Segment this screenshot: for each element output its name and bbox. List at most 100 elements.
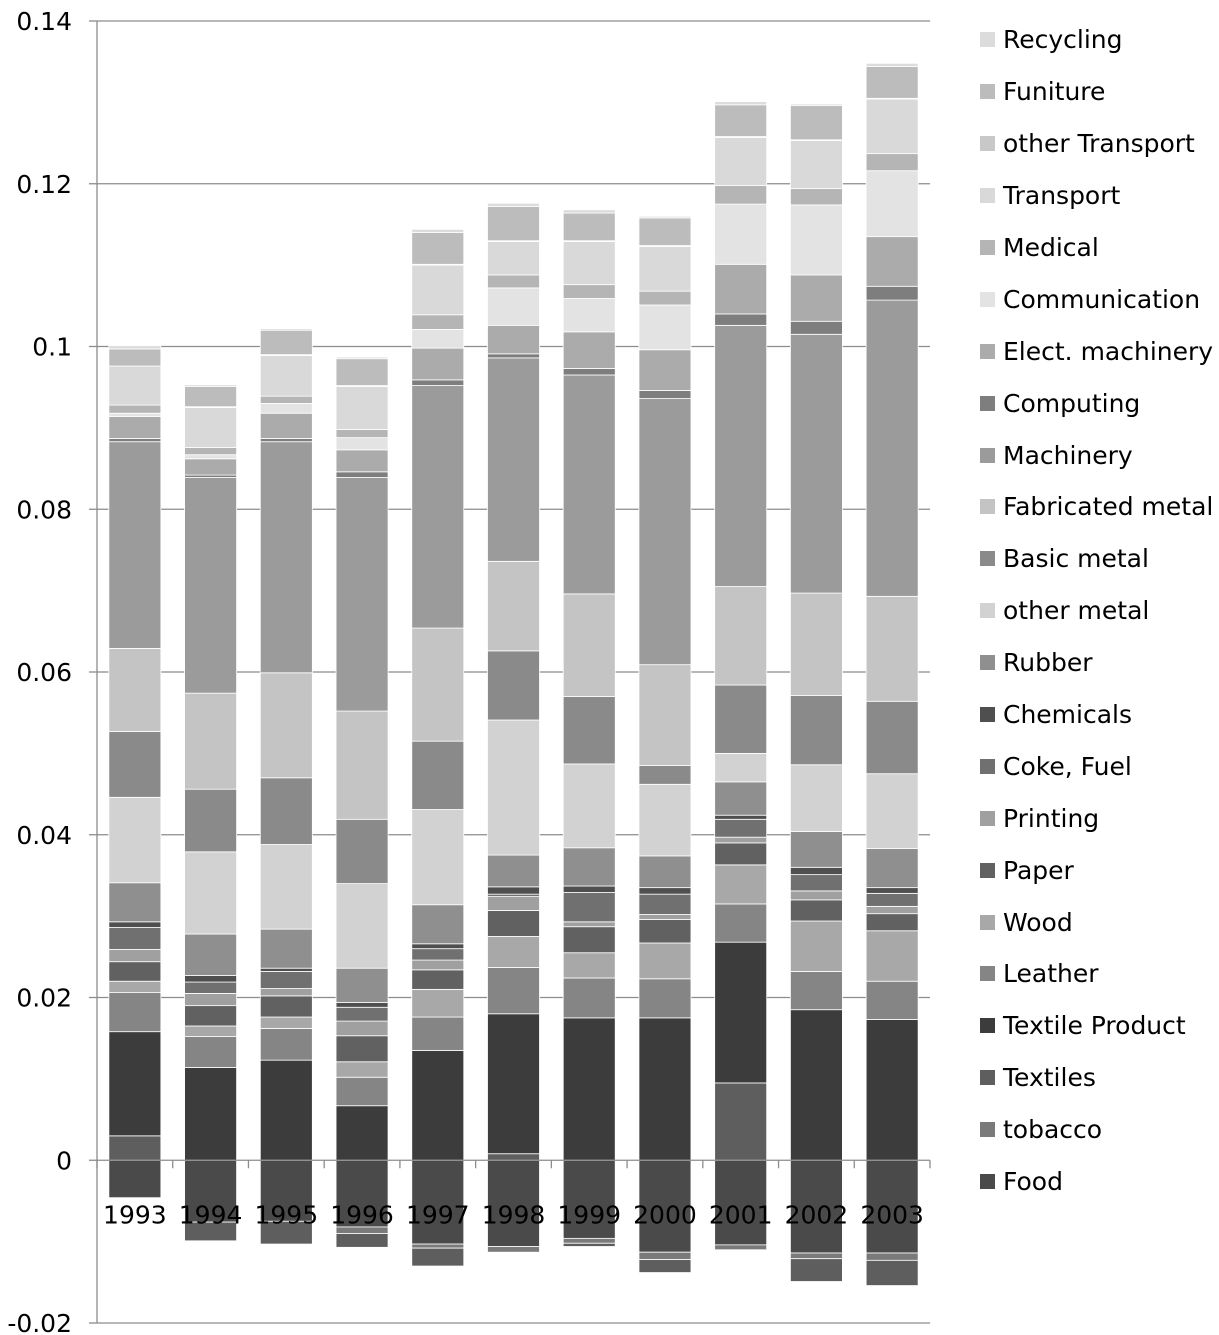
bar-segment-transport-2002 xyxy=(790,140,843,190)
bar-segment-medical-1998 xyxy=(487,274,540,289)
bar-segment-rubber-1999 xyxy=(562,847,616,887)
bar-segment-chemicals-1995 xyxy=(259,967,313,972)
bar-segment-basic-metal-2002 xyxy=(790,695,843,766)
bar-segment-funiture-1999 xyxy=(562,212,616,242)
bar-segment-machinery-1998 xyxy=(487,357,540,562)
bar-segment-wood-1996 xyxy=(335,1061,389,1078)
bar-segment-fabricated-metal-1995 xyxy=(259,672,313,779)
bar-segment-communication-1997 xyxy=(411,329,465,349)
legend-label: Recycling xyxy=(1003,25,1123,55)
legend-item: Printing xyxy=(980,792,1215,844)
bar-segment-coke-fuel-2002 xyxy=(790,874,843,892)
bar-segment-tobacco-1997 xyxy=(411,1243,465,1249)
bar-segment-coke-fuel-1993 xyxy=(108,927,162,950)
bar-segment-printing-2000 xyxy=(638,914,692,920)
bar-segment-textiles-2000 xyxy=(638,1259,692,1273)
legend-swatch xyxy=(980,966,995,982)
bar-segment-medical-1999 xyxy=(562,284,616,299)
bar-segment-rubber-1994 xyxy=(184,933,237,976)
bar-segment-medical-1993 xyxy=(108,404,162,414)
bar-segment-recycling-1995 xyxy=(259,328,313,331)
bar-segment-fabricated-metal-2001 xyxy=(714,586,768,686)
bar-segment-funiture-1993 xyxy=(108,348,162,367)
bar-segment-fabricated-metal-1993 xyxy=(108,648,162,732)
legend-swatch xyxy=(980,914,995,930)
bar-segment-chemicals-2000 xyxy=(638,887,692,895)
bar-segment-textile-product-1999 xyxy=(562,1017,616,1161)
legend-label: Medical xyxy=(1003,233,1099,262)
bar-segment-recycling-1998 xyxy=(487,202,540,207)
bar-segment-leather-1994 xyxy=(184,1036,237,1068)
bar-segment-other-metal-1996 xyxy=(335,883,389,969)
bar-segment-recycling-2000 xyxy=(638,215,692,219)
bar-segment-fabricated-metal-2000 xyxy=(638,664,692,766)
bar-segment-recycling-2003 xyxy=(865,62,919,67)
bar-segment-textile-product-1993 xyxy=(108,1031,162,1137)
bar-segment-computing-1993 xyxy=(108,438,162,443)
bar-segment-medical-2001 xyxy=(714,184,768,205)
legend-item: Fabricated metal xyxy=(980,481,1215,533)
bar-segment-chemicals-1994 xyxy=(184,975,237,983)
bar-segment-food-2002 xyxy=(790,1159,843,1254)
bar-segment-basic-metal-1995 xyxy=(259,777,313,845)
bar-segment-computing-1995 xyxy=(259,438,313,443)
bar-segment-coke-fuel-1996 xyxy=(335,1006,389,1022)
y-tick-label: -0.02 xyxy=(7,1309,72,1335)
legend-item: Rubber xyxy=(980,637,1215,689)
bar-segment-elect-machinery-1998 xyxy=(487,324,540,355)
legend-item: Textiles xyxy=(980,1052,1215,1104)
bar-segment-coke-fuel-1994 xyxy=(184,981,237,994)
bar-segment-paper-2003 xyxy=(865,913,919,932)
bar-segment-food-1998 xyxy=(487,1159,540,1247)
bar-segment-textile-product-1996 xyxy=(335,1105,389,1161)
bar-segment-food-2003 xyxy=(865,1159,919,1254)
bar-segment-fabricated-metal-2002 xyxy=(790,592,843,696)
legend-label: other metal xyxy=(1003,596,1150,626)
legend-swatch xyxy=(980,136,995,152)
bar-segment-computing-1998 xyxy=(487,353,540,359)
bar-segment-wood-2001 xyxy=(714,864,768,905)
bar-segment-tobacco-1998 xyxy=(487,1246,540,1253)
bar-segment-rubber-2000 xyxy=(638,855,692,889)
bar-segment-computing-1999 xyxy=(562,368,616,376)
bar-segment-transport-1998 xyxy=(487,241,540,276)
bar-segment-fabricated-metal-1996 xyxy=(335,710,389,820)
bar-segment-elect-machinery-1995 xyxy=(259,412,313,439)
legend-label: Leather xyxy=(1003,959,1099,989)
bar-segment-coke-fuel-2001 xyxy=(714,818,768,838)
legend-label: Machinery xyxy=(1003,440,1133,470)
bar-segment-funiture-1996 xyxy=(335,358,389,386)
bar-segment-medical-1997 xyxy=(411,314,465,330)
bar-segment-food-1994 xyxy=(184,1159,237,1223)
bar-segment-other-metal-1999 xyxy=(562,763,616,849)
legend: Recycling Funiture other Transport Transpor… xyxy=(980,14,1215,1207)
legend-swatch xyxy=(980,1122,995,1138)
y-tick-label: 0.12 xyxy=(16,170,72,199)
bar-segment-textiles-2001 xyxy=(714,1082,768,1161)
bar-segment-rubber-1996 xyxy=(335,967,389,1003)
bar-segment-basic-metal-2003 xyxy=(865,700,919,775)
legend-swatch xyxy=(980,188,995,204)
bar-segment-food-1999 xyxy=(562,1159,616,1239)
bar-segment-funiture-2001 xyxy=(714,104,768,137)
x-tick-label: 1994 xyxy=(179,1200,243,1229)
bar-segment-elect-machinery-1993 xyxy=(108,416,162,439)
bar-segment-transport-2003 xyxy=(865,98,919,155)
bar-segment-transport-2001 xyxy=(714,136,768,186)
bar-segment-machinery-2002 xyxy=(790,333,843,594)
bar-segment-fabricated-metal-1994 xyxy=(184,692,237,790)
bar-segment-leather-1993 xyxy=(108,992,162,1033)
bar-segment-coke-fuel-2000 xyxy=(638,893,692,915)
bar-segment-elect-machinery-1999 xyxy=(562,331,616,369)
bar-segment-machinery-1997 xyxy=(411,385,465,629)
bar-segment-leather-1997 xyxy=(411,1016,465,1051)
bar-segment-funiture-2002 xyxy=(790,105,843,141)
x-tick-label: 1997 xyxy=(406,1200,470,1229)
bar-segment-basic-metal-1994 xyxy=(184,788,237,853)
bar-segment-tobacco-2001 xyxy=(714,1244,768,1251)
bar-segment-communication-2002 xyxy=(790,204,843,276)
bar-segment-communication-2000 xyxy=(638,304,692,351)
bar-segment-leather-2003 xyxy=(865,980,919,1020)
bar-segment-coke-fuel-1999 xyxy=(562,892,616,923)
legend-item: Coke, Fuel xyxy=(980,740,1215,792)
